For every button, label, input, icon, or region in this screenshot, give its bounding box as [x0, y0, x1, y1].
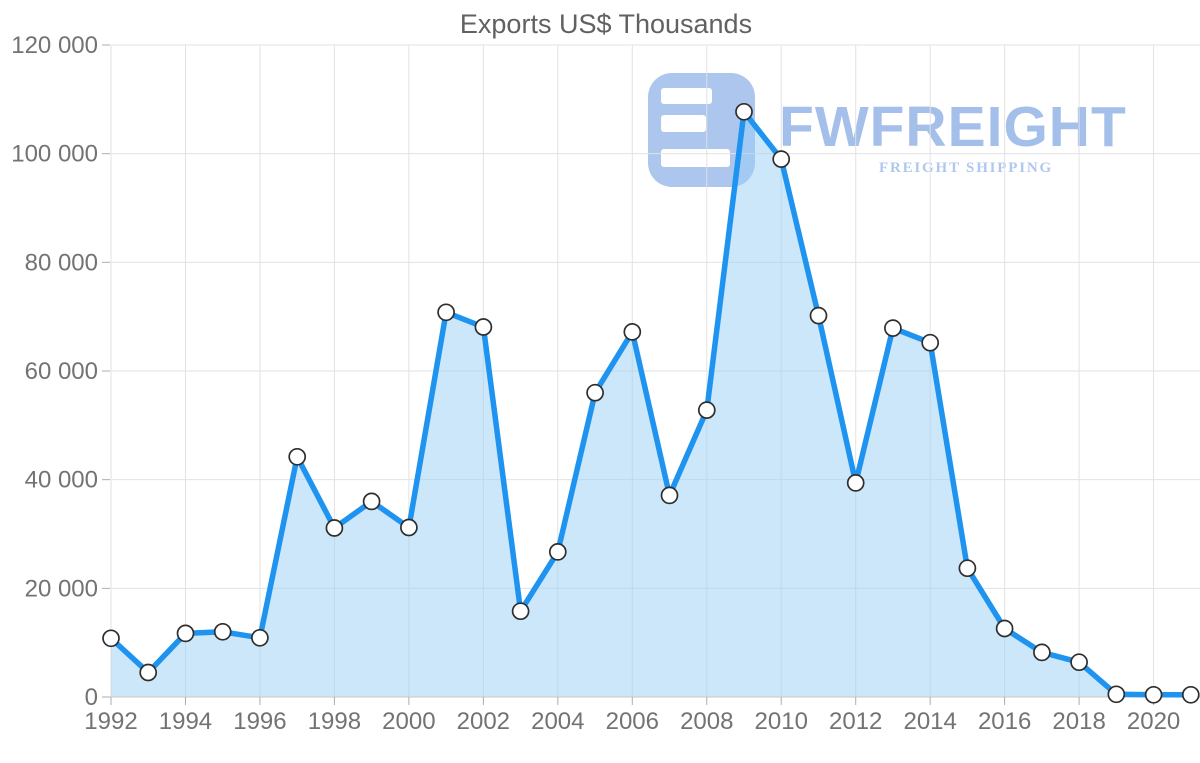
data-point-1993[interactable]: [139, 663, 158, 682]
data-point-2016[interactable]: [995, 619, 1014, 638]
x-axis-label: 1992: [84, 708, 137, 735]
data-point-2017[interactable]: [1033, 643, 1051, 662]
data-point-2001[interactable]: [437, 303, 455, 322]
x-axis-label: 2004: [531, 708, 584, 735]
logo-bar-bottom: [661, 149, 730, 167]
x-axis-label: 2006: [606, 708, 659, 735]
data-point-2004[interactable]: [548, 543, 567, 561]
x-axis-labels: 1992 1994 1996 1998 2000 2002 2004 2006 2008 2010…: [84, 708, 1180, 735]
logo-bar-top: [661, 88, 712, 104]
data-point-2011[interactable]: [809, 306, 828, 325]
x-axis-label: 1998: [308, 708, 361, 735]
data-point-1996[interactable]: [251, 628, 269, 647]
data-point-2003[interactable]: [511, 602, 530, 621]
x-axis-label: 2014: [903, 708, 956, 735]
y-axis-label: 120 000: [11, 32, 98, 59]
x-axis-label: 2008: [680, 708, 733, 735]
data-point-2014[interactable]: [921, 333, 940, 352]
data-point-2002[interactable]: [474, 318, 493, 336]
y-axis-label: 80 000: [25, 249, 98, 276]
data-point-1999[interactable]: [362, 492, 381, 511]
data-point-2012[interactable]: [846, 474, 865, 492]
x-axis-label: 2000: [382, 708, 435, 735]
data-point-2020[interactable]: [1144, 685, 1163, 704]
logo-bar-middle: [661, 115, 706, 132]
data-point-2019[interactable]: [1107, 685, 1126, 704]
chart-title: Exports US$ Thousands: [460, 9, 752, 39]
data-point-2007[interactable]: [660, 486, 679, 505]
x-axis-label: 1994: [159, 708, 212, 735]
data-point-1997[interactable]: [288, 447, 307, 466]
data-point-2018[interactable]: [1070, 653, 1088, 672]
y-axis-label: 40 000: [25, 467, 98, 494]
x-axis-label: 2018: [1052, 708, 1105, 735]
data-point-1992[interactable]: [102, 629, 120, 648]
data-point-1995[interactable]: [213, 622, 232, 641]
data-point-2010[interactable]: [772, 150, 791, 168]
x-axis-label: 1996: [233, 708, 286, 735]
y-axis-label: 20 000: [25, 575, 98, 602]
y-axis-label: 60 000: [25, 358, 98, 385]
series-area-fill: [111, 111, 1191, 698]
watermark-brand-text: FWFREIGHT: [779, 95, 1127, 159]
data-point-2006[interactable]: [623, 323, 642, 341]
y-axis-labels: 0 20 000 40 000 60 000 80 000 100 000 120 000: [11, 32, 98, 711]
y-axis-label: 0: [85, 684, 98, 711]
data-point-1994[interactable]: [176, 624, 195, 643]
data-point-2021[interactable]: [1181, 685, 1200, 704]
x-axis-label: 2012: [829, 708, 882, 735]
data-point-2005[interactable]: [586, 383, 604, 402]
x-axis-ticks: [110, 697, 1155, 705]
data-point-2009[interactable]: [735, 102, 753, 121]
x-axis-label: 2020: [1127, 708, 1180, 735]
data-point-markers: [102, 102, 1200, 704]
watermark-tagline-text: FREIGHT SHIPPING: [879, 160, 1053, 176]
data-point-2008[interactable]: [697, 401, 716, 419]
y-axis-ticks: [102, 44, 110, 698]
data-point-2015[interactable]: [958, 559, 977, 578]
data-point-1998[interactable]: [325, 519, 344, 537]
x-axis-label: 2016: [978, 708, 1031, 735]
x-axis-label: 2010: [755, 708, 808, 735]
y-axis-label: 100 000: [11, 141, 98, 168]
data-point-2013[interactable]: [884, 319, 902, 337]
data-point-2000[interactable]: [400, 518, 418, 537]
x-axis-label: 2002: [457, 708, 510, 735]
